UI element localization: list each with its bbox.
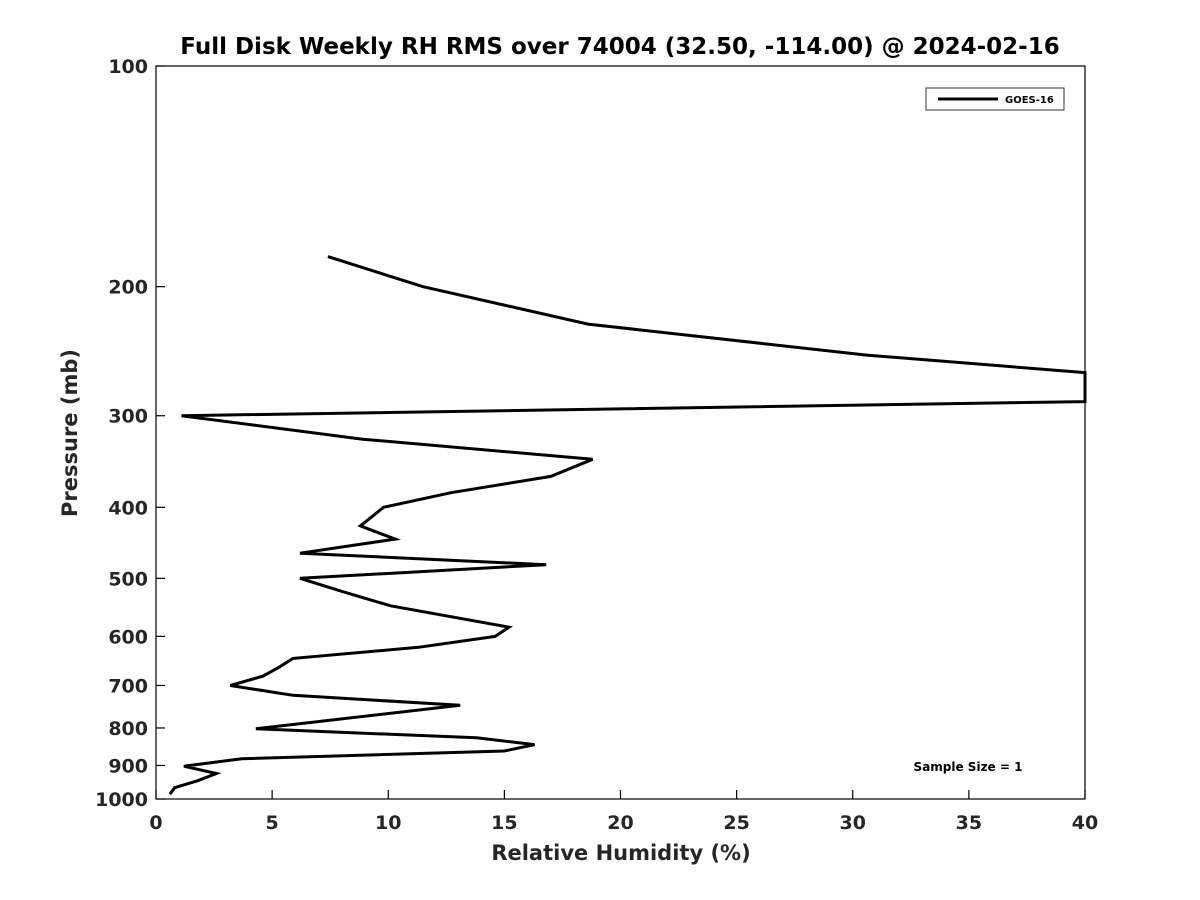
x-tick-label: 35: [956, 812, 982, 834]
y-tick-label: 300: [108, 406, 148, 428]
x-tick-label: 10: [375, 812, 401, 834]
x-tick-label: 40: [1072, 812, 1098, 834]
y-axis-ticks: 100 200 300 400 500 600 700 800 900 1000: [95, 56, 165, 811]
series-layer: [168, 255, 1087, 796]
y-axis-label: Pressure (mb): [58, 349, 82, 517]
x-tick-label: 20: [607, 812, 633, 834]
x-axis-label: Relative Humidity (%): [491, 841, 750, 865]
y-tick-label: 900: [108, 755, 148, 777]
x-tick-label: 15: [491, 812, 517, 834]
x-axis-ticks: 0 5 10 15 20 25 30 35 40: [149, 790, 1098, 834]
y-tick-label: 200: [108, 277, 148, 299]
legend-label-goes-16: GOES-16: [1005, 95, 1054, 106]
sample-size-annotation: Sample Size = 1: [914, 760, 1023, 774]
y-tick-label: 100: [108, 56, 148, 78]
plot-area: [155, 65, 1086, 800]
x-tick-label: 5: [266, 812, 279, 834]
chart-title: Full Disk Weekly RH RMS over 74004 (32.5…: [180, 34, 1059, 60]
legend: GOES-16: [925, 87, 1065, 111]
y-tick-label: 1000: [95, 789, 148, 811]
y-tick-label: 600: [108, 626, 148, 648]
y-tick-label: 500: [108, 568, 148, 590]
series-line-goes-16: [168, 255, 1087, 796]
x-tick-label: 25: [723, 812, 749, 834]
x-tick-label: 30: [840, 812, 866, 834]
plot-frame: [155, 65, 1086, 800]
y-tick-label: 800: [108, 718, 148, 740]
y-tick-label: 700: [108, 675, 148, 697]
y-tick-label: 400: [108, 497, 148, 519]
x-tick-label: 0: [149, 812, 162, 834]
